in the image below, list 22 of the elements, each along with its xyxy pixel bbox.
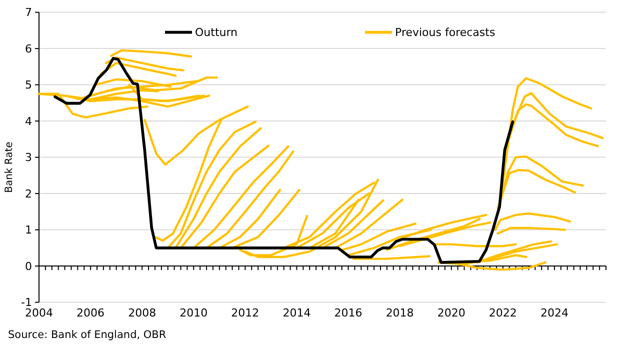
- y-tick-label: 6: [25, 42, 32, 56]
- y-tick-label: 4: [25, 114, 32, 128]
- y-tick-label: 0: [25, 260, 32, 273]
- x-tick-label: 2014: [282, 306, 311, 320]
- x-tick-label: 2006: [76, 306, 105, 320]
- y-tick-label: 3: [25, 151, 32, 164]
- source-note: Source: Bank of England, OBR: [8, 329, 166, 341]
- y-axis-title: Bank Rate: [4, 142, 15, 193]
- y-tick-label: 1: [25, 224, 32, 237]
- x-tick-label: 2020: [437, 306, 466, 320]
- y-tick-label: 5: [25, 78, 32, 92]
- x-tick-label: 2018: [386, 306, 414, 320]
- legend-label: Previous forecasts: [395, 26, 496, 40]
- x-tick-label: 2024: [540, 306, 568, 320]
- x-tick-label: 2022: [488, 306, 517, 320]
- x-tick-label: 2010: [180, 306, 208, 320]
- x-tick-label: 2016: [334, 306, 362, 320]
- x-tick-label: 2012: [231, 306, 260, 320]
- legend-label: Outturn: [195, 26, 238, 40]
- y-tick-label: 2: [25, 187, 32, 200]
- x-tick-label: 2008: [128, 306, 156, 320]
- y-tick-label: 7: [25, 6, 32, 20]
